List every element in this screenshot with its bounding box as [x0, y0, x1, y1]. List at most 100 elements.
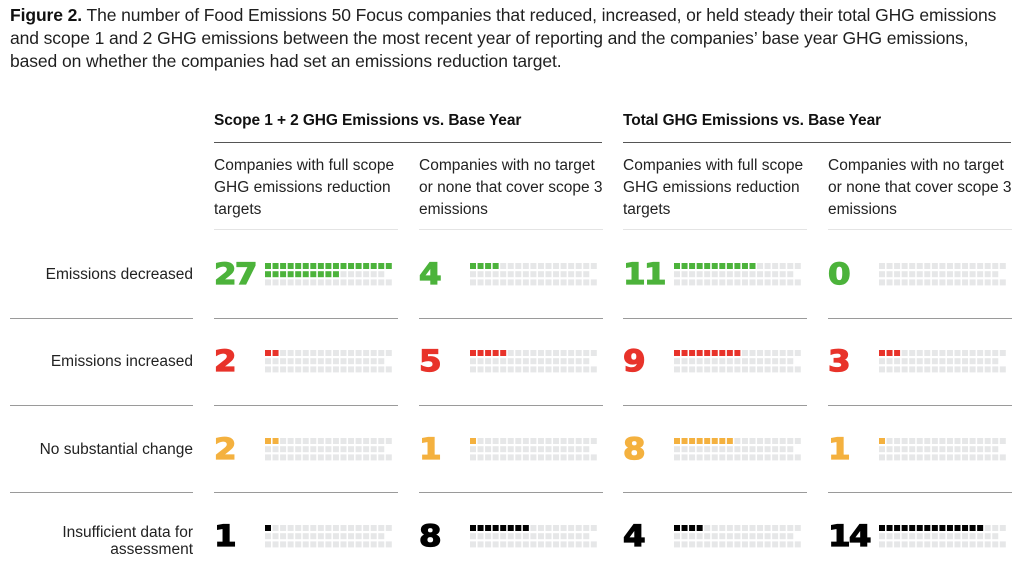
unit-square-empty: [265, 358, 271, 365]
unit-square-empty: [477, 279, 484, 286]
unit-square-empty: [287, 525, 294, 531]
unit-square-empty: [681, 279, 688, 286]
unit-square-filled: [879, 525, 885, 531]
unit-square-empty: [916, 533, 923, 540]
unit-square-empty: [962, 358, 969, 365]
unit-square-empty: [537, 263, 544, 269]
unit-grid: [265, 263, 392, 286]
unit-square-empty: [302, 446, 309, 453]
unit-square-empty: [378, 271, 385, 278]
unit-square-empty: [568, 279, 575, 286]
unit-square-empty: [272, 541, 279, 548]
unit-square-filled: [287, 271, 294, 278]
unit-square-empty: [295, 358, 302, 365]
unit-square-empty: [962, 271, 969, 278]
unit-square-empty: [507, 446, 514, 453]
unit-square-empty: [757, 541, 764, 548]
value-number: 2: [213, 432, 237, 466]
unit-square-empty: [317, 350, 324, 356]
unit-square-empty: [779, 446, 786, 453]
unit-square-empty: [287, 366, 294, 373]
unit-square-empty: [355, 358, 362, 365]
unit-square-empty: [696, 366, 703, 373]
unit-square-empty: [355, 541, 362, 548]
unit-square-empty: [363, 446, 370, 453]
unit-square-empty: [879, 541, 885, 548]
unit-square-empty: [265, 541, 271, 548]
unit-square-empty: [674, 271, 680, 278]
unit-square-empty: [999, 279, 1006, 286]
unit-square-empty: [984, 263, 991, 269]
unit-square-empty: [272, 533, 279, 540]
unit-square-empty: [492, 279, 499, 286]
unit-square-empty: [280, 525, 287, 531]
value-number: 1: [827, 432, 851, 466]
unit-square-empty: [325, 541, 332, 548]
unit-square-empty: [787, 533, 794, 540]
unit-square-empty: [583, 446, 590, 453]
unit-square-empty: [355, 446, 362, 453]
unit-square-filled: [674, 263, 680, 269]
unit-square-empty: [794, 263, 801, 269]
unit-square-empty: [477, 271, 484, 278]
unit-square-empty: [741, 533, 748, 540]
unit-square-empty: [568, 438, 575, 444]
unit-square-empty: [287, 350, 294, 356]
unit-square-empty: [317, 358, 324, 365]
unit-square-filled: [332, 271, 339, 278]
unit-square-empty: [522, 271, 529, 278]
column-header: Companies with full scope GHG emissions …: [623, 157, 804, 218]
unit-square-empty: [363, 541, 370, 548]
unit-square-empty: [477, 438, 484, 444]
unit-square-empty: [741, 279, 748, 286]
unit-square-filled: [696, 438, 703, 444]
unit-square-empty: [378, 446, 385, 453]
unit-square-empty: [939, 366, 946, 373]
unit-square-empty: [515, 438, 522, 444]
unit-square-empty: [522, 541, 529, 548]
unit-square-empty: [719, 279, 726, 286]
unit-square-empty: [992, 541, 999, 548]
unit-square-empty: [711, 279, 718, 286]
row-divider: [214, 318, 398, 319]
unit-square-empty: [340, 438, 347, 444]
unit-square-empty: [317, 438, 324, 444]
unit-square-empty: [530, 350, 537, 356]
unit-square-empty: [370, 541, 377, 548]
unit-square-empty: [553, 366, 560, 373]
unit-square-empty: [507, 533, 514, 540]
unit-square-empty: [530, 366, 537, 373]
unit-square-empty: [969, 438, 976, 444]
unit-square-empty: [553, 454, 560, 461]
unit-square-empty: [507, 263, 514, 269]
unit-square-empty: [977, 366, 984, 373]
column-header: Companies with no target or none that co…: [828, 157, 1012, 218]
unit-square-empty: [939, 271, 946, 278]
unit-square-empty: [886, 533, 893, 540]
unit-square-empty: [530, 454, 537, 461]
unit-square-empty: [954, 358, 961, 365]
unit-square-empty: [332, 454, 339, 461]
unit-square-empty: [378, 358, 385, 365]
unit-square-empty: [741, 358, 748, 365]
unit-square-empty: [560, 525, 567, 531]
unit-square-empty: [317, 446, 324, 453]
row-divider: [623, 318, 807, 319]
unit-square-empty: [726, 366, 733, 373]
unit-square-filled: [272, 438, 279, 444]
unit-square-empty: [992, 358, 999, 365]
unit-square-empty: [272, 358, 279, 365]
unit-square-filled: [325, 263, 332, 269]
unit-square-filled: [272, 271, 279, 278]
unit-square-empty: [537, 366, 544, 373]
unit-square-empty: [302, 541, 309, 548]
value-number: 8: [418, 519, 442, 553]
unit-square-empty: [355, 533, 362, 540]
unit-square-empty: [772, 271, 779, 278]
unit-square-empty: [590, 263, 597, 269]
unit-square-empty: [507, 541, 514, 548]
unit-square-empty: [764, 541, 771, 548]
unit-square-empty: [901, 541, 908, 548]
unit-square-empty: [530, 279, 537, 286]
unit-square-empty: [719, 271, 726, 278]
